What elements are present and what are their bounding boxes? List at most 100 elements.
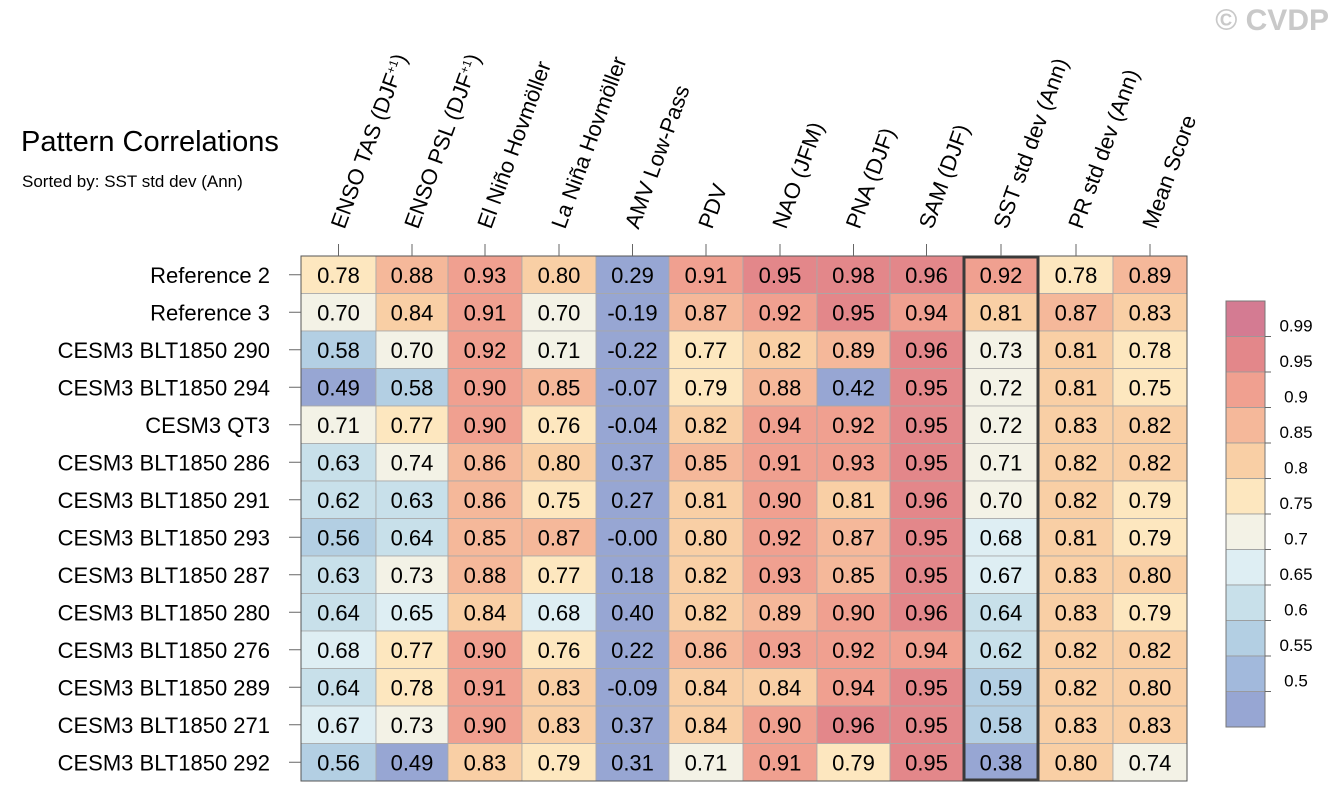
cell-value-label: 0.70 — [980, 488, 1023, 513]
cell-value-label: 0.88 — [464, 563, 507, 588]
heatmap-cell — [1038, 293, 1114, 332]
cell-value-label: 0.81 — [1055, 525, 1098, 550]
heatmap-cell — [889, 593, 964, 632]
cell-value-label: -0.09 — [607, 675, 657, 700]
cell-value-label: 0.62 — [980, 638, 1023, 663]
cell-value-label: 0.58 — [980, 713, 1023, 738]
cell-value-label: 0.90 — [832, 600, 875, 625]
cell-value-label: 0.93 — [464, 263, 507, 288]
cell-value-label: 0.62 — [317, 488, 360, 513]
heatmap-cell — [447, 593, 523, 632]
cell-value-label: 0.78 — [1055, 263, 1098, 288]
row-label: Reference 3 — [150, 300, 270, 325]
heatmap-cell — [1112, 555, 1188, 594]
heatmap-cell — [742, 293, 818, 332]
colorbar-label: 0.8 — [1284, 459, 1308, 478]
heatmap-cell — [889, 518, 964, 557]
heatmap-cell — [595, 705, 670, 744]
cell-value-label: 0.90 — [759, 488, 802, 513]
row-label: CESM3 BLT1850 294 — [58, 375, 270, 400]
heatmap-cell — [816, 555, 891, 594]
colorbar-label: 0.75 — [1279, 494, 1312, 513]
heatmap-cell — [668, 293, 744, 332]
row-label: CESM3 BLT1850 290 — [58, 338, 270, 363]
heatmap-cell — [742, 630, 818, 669]
colorbar-label: 0.6 — [1284, 601, 1308, 620]
heatmap-cell — [595, 293, 670, 332]
chart-title: Pattern Correlations — [21, 126, 279, 158]
heatmap-cell — [1038, 255, 1114, 294]
heatmap-cell — [889, 330, 964, 369]
cell-value-label: 0.95 — [905, 713, 948, 738]
cell-value-label: 0.68 — [980, 525, 1023, 550]
heatmap-cell — [668, 593, 744, 632]
cell-value-label: 0.83 — [1129, 713, 1172, 738]
heatmap-cell — [1038, 443, 1114, 482]
heatmap-cell — [595, 405, 670, 444]
heatmap-cell — [521, 555, 597, 594]
cell-value-label: 0.77 — [538, 563, 581, 588]
heatmap-cell — [595, 443, 670, 482]
heatmap-cell — [521, 743, 597, 782]
heatmap-cell — [300, 293, 377, 332]
cell-value-label: 0.79 — [1129, 525, 1172, 550]
cell-value-label: 0.83 — [1055, 600, 1098, 625]
cell-value-label: 0.90 — [464, 713, 507, 738]
heatmap-cell — [1112, 330, 1188, 369]
heatmap-cell — [375, 255, 449, 294]
heatmap-cell — [521, 443, 597, 482]
heatmap-cell — [1112, 668, 1188, 707]
cell-value-label: 0.82 — [685, 413, 728, 438]
cell-value-label: 0.27 — [611, 488, 654, 513]
heatmap-cell — [889, 630, 964, 669]
cell-value-label: 0.95 — [759, 263, 802, 288]
heatmap-cell — [668, 630, 744, 669]
cell-value-label: 0.49 — [317, 375, 360, 400]
heatmap-cell — [1112, 743, 1188, 782]
cell-value-label: 0.92 — [980, 263, 1023, 288]
cell-value-label: 0.64 — [980, 600, 1023, 625]
cell-value-label: 0.64 — [391, 525, 434, 550]
cell-value-label: 0.83 — [464, 750, 507, 775]
cell-value-label: 0.87 — [538, 525, 581, 550]
heatmap-cell — [962, 443, 1040, 482]
heatmap-cell — [742, 743, 818, 782]
heatmap-cell — [375, 743, 449, 782]
cell-value-label: 0.40 — [611, 600, 654, 625]
heatmap-cell — [1038, 480, 1114, 519]
cell-value-label: 0.93 — [832, 450, 875, 475]
heatmap-cell — [375, 368, 449, 407]
cell-value-label: -0.19 — [607, 300, 657, 325]
row-label: CESM3 BLT1850 289 — [58, 675, 270, 700]
heatmap-cell — [668, 555, 744, 594]
cell-value-label: 0.64 — [317, 600, 360, 625]
cell-value-label: 0.78 — [317, 263, 360, 288]
heatmap-cell — [521, 330, 597, 369]
heatmap-cell — [816, 443, 891, 482]
cell-value-label: 0.77 — [391, 638, 434, 663]
cell-value-label: 0.83 — [1055, 563, 1098, 588]
cell-value-label: 0.92 — [759, 300, 802, 325]
column-label: PDV — [693, 180, 732, 231]
heatmap-cell — [889, 480, 964, 519]
heatmap-cell — [889, 293, 964, 332]
cell-value-label: 0.81 — [980, 300, 1023, 325]
cell-value-label: 0.67 — [980, 563, 1023, 588]
cell-value-label: 0.56 — [317, 525, 360, 550]
cell-value-label: 0.82 — [1129, 413, 1172, 438]
cell-value-label: 0.91 — [759, 450, 802, 475]
cell-value-label: 0.95 — [905, 750, 948, 775]
cell-value-label: 0.87 — [832, 525, 875, 550]
cell-value-label: 0.80 — [1055, 750, 1098, 775]
cell-value-label: 0.71 — [980, 450, 1023, 475]
cell-value-label: 0.90 — [464, 375, 507, 400]
cell-value-label: 0.70 — [391, 338, 434, 363]
cell-value-label: 0.85 — [538, 375, 581, 400]
cell-value-label: 0.63 — [317, 563, 360, 588]
heatmap-cell — [375, 593, 449, 632]
heatmap-cell — [1038, 405, 1114, 444]
heatmap-cell — [1038, 593, 1114, 632]
heatmap-cell — [447, 368, 523, 407]
cell-value-label: 0.80 — [538, 450, 581, 475]
colorbar-segment — [1225, 691, 1266, 728]
